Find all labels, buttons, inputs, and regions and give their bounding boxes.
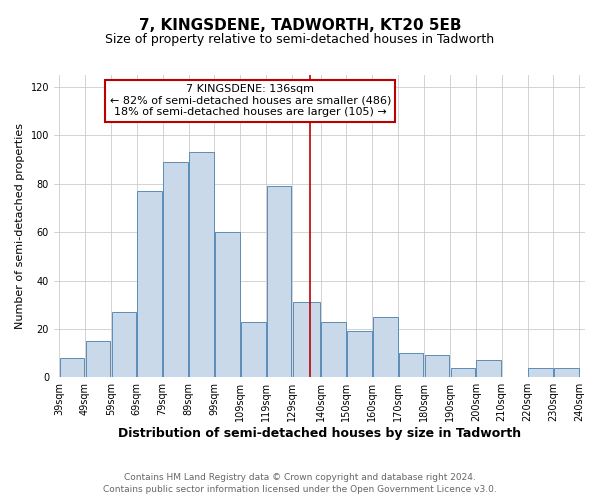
Bar bbox=[267, 186, 292, 377]
Bar bbox=[163, 162, 188, 377]
Bar bbox=[241, 322, 266, 377]
Bar bbox=[137, 191, 162, 377]
Bar bbox=[189, 152, 214, 377]
Bar bbox=[373, 317, 398, 377]
Text: Size of property relative to semi-detached houses in Tadworth: Size of property relative to semi-detach… bbox=[106, 32, 494, 46]
Bar bbox=[321, 322, 346, 377]
Text: Contains public sector information licensed under the Open Government Licence v3: Contains public sector information licen… bbox=[103, 485, 497, 494]
Y-axis label: Number of semi-detached properties: Number of semi-detached properties bbox=[15, 123, 25, 329]
Bar bbox=[86, 341, 110, 377]
Bar bbox=[215, 232, 239, 377]
Bar bbox=[293, 302, 320, 377]
Bar bbox=[451, 368, 475, 377]
Bar bbox=[554, 368, 579, 377]
Bar bbox=[528, 368, 553, 377]
Bar bbox=[347, 332, 371, 377]
Text: Contains HM Land Registry data © Crown copyright and database right 2024.: Contains HM Land Registry data © Crown c… bbox=[124, 472, 476, 482]
X-axis label: Distribution of semi-detached houses by size in Tadworth: Distribution of semi-detached houses by … bbox=[118, 427, 521, 440]
Bar bbox=[425, 356, 449, 377]
Bar bbox=[60, 358, 85, 377]
Text: 7, KINGSDENE, TADWORTH, KT20 5EB: 7, KINGSDENE, TADWORTH, KT20 5EB bbox=[139, 18, 461, 32]
Text: 7 KINGSDENE: 136sqm
← 82% of semi-detached houses are smaller (486)
18% of semi-: 7 KINGSDENE: 136sqm ← 82% of semi-detach… bbox=[110, 84, 391, 117]
Bar bbox=[476, 360, 501, 377]
Bar bbox=[112, 312, 136, 377]
Bar bbox=[399, 353, 424, 377]
